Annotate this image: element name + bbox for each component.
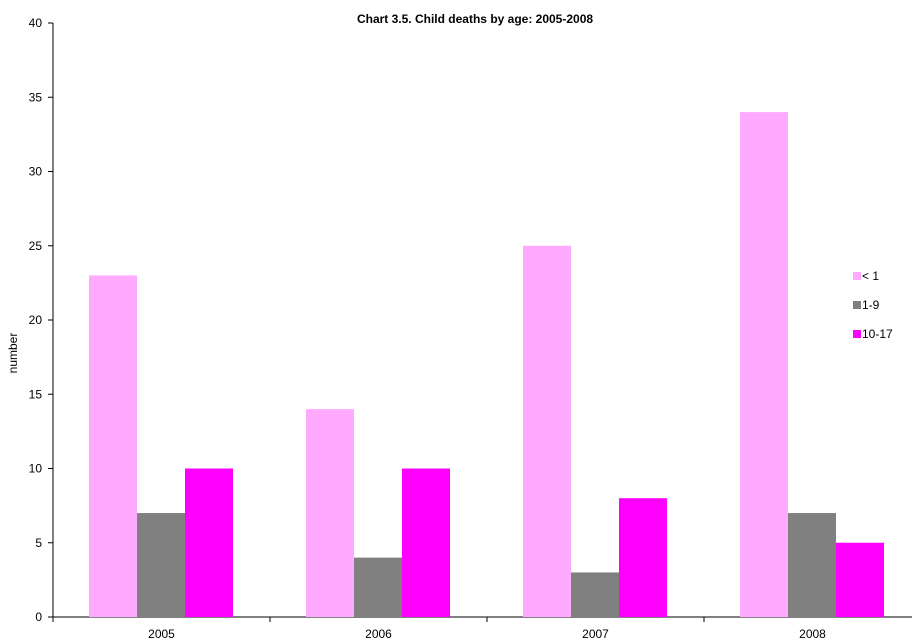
bar-1-2005 <box>89 275 137 617</box>
legend-swatch <box>853 272 861 280</box>
bar-1017-2006 <box>402 468 450 617</box>
chart-title: Chart 3.5. Child deaths by age: 2005-200… <box>357 12 593 26</box>
bar-19-2006 <box>354 557 402 617</box>
y-tick-label: 10 <box>29 462 43 476</box>
legend-label: 10-17 <box>862 327 893 341</box>
y-tick-label: 30 <box>29 165 43 179</box>
x-tick-label: 2006 <box>365 627 392 641</box>
y-tick-label: 20 <box>29 313 43 327</box>
x-tick-label: 2005 <box>148 627 175 641</box>
bar-19-2008 <box>788 513 836 617</box>
legend-label: 1-9 <box>862 298 880 312</box>
bar-1-2007 <box>523 245 571 617</box>
legend-swatch <box>853 301 861 309</box>
x-tick-label: 2008 <box>799 627 826 641</box>
legend-label: < 1 <box>862 269 879 283</box>
y-tick-label: 15 <box>29 387 43 401</box>
y-tick-label: 5 <box>35 536 42 550</box>
y-axis-ticks: 0 5 10 15 20 25 30 35 40 <box>29 16 53 624</box>
x-axis-ticks: 2005 2006 2007 2008 <box>52 617 826 641</box>
bars-group <box>89 112 884 617</box>
bar-1017-2005 <box>185 468 233 617</box>
y-tick-label: 0 <box>35 610 42 624</box>
bar-1017-2007 <box>619 498 667 617</box>
bar-19-2007 <box>571 572 619 617</box>
bar-19-2005 <box>137 513 185 617</box>
x-tick-label: 2007 <box>582 627 609 641</box>
y-tick-label: 35 <box>29 90 43 104</box>
bar-1017-2008 <box>836 542 884 617</box>
bar-1-2006 <box>306 409 354 617</box>
y-axis-label: number <box>6 333 20 374</box>
bar-1-2008 <box>740 112 788 617</box>
y-tick-label: 40 <box>29 16 43 30</box>
legend: < 1 1-9 10-17 <box>853 269 893 341</box>
y-tick-label: 25 <box>29 239 43 253</box>
legend-swatch <box>853 330 861 338</box>
